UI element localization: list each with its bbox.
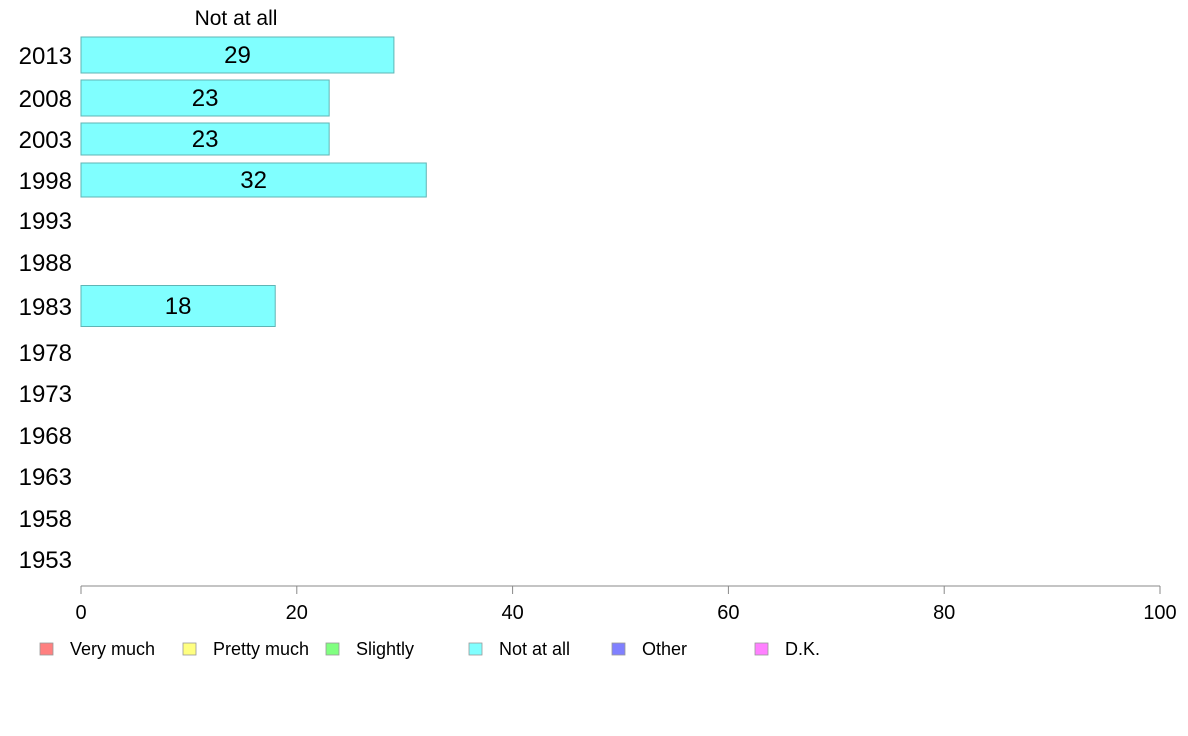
legend-label-slightly: Slightly xyxy=(356,639,414,659)
bar-value-label-2003: 23 xyxy=(192,126,219,153)
x-axis-ticks: 0 20 40 60 80 100 xyxy=(75,586,1177,624)
year-label-2008: 2008 xyxy=(19,86,72,113)
year-label-2003: 2003 xyxy=(19,127,72,154)
x-tick-label-100: 100 xyxy=(1143,602,1176,624)
x-tick-label-20: 20 xyxy=(286,602,308,624)
bar-2003 xyxy=(80,122,330,156)
year-label-1993: 1993 xyxy=(19,208,72,235)
legend-label-very-much: Very much xyxy=(70,639,155,659)
legend-swatch-other xyxy=(611,642,626,656)
column-header: Not at all xyxy=(195,7,278,30)
year-label-1958: 1958 xyxy=(19,506,72,533)
year-labels: 2013 2008 2003 1998 1993 1988 1983 1978 1973 1968… xyxy=(19,43,72,574)
bar-1998 xyxy=(80,162,427,198)
bar-2008 xyxy=(80,79,330,117)
year-label-1983: 1983 xyxy=(19,294,72,321)
year-label-1968: 1968 xyxy=(19,423,72,450)
year-label-1978: 1978 xyxy=(19,340,72,367)
legend-swatch-very-much xyxy=(39,642,54,656)
year-label-1953: 1953 xyxy=(19,547,72,574)
legend-swatch-not-at-all xyxy=(468,642,483,656)
legend-label-pretty-much: Pretty much xyxy=(213,639,309,659)
legend-swatch-pretty-much xyxy=(182,642,197,656)
year-label-1998: 1998 xyxy=(19,168,72,195)
bar-value-label-1998: 32 xyxy=(240,167,267,194)
year-label-1973: 1973 xyxy=(19,381,72,408)
legend-label-not-at-all: Not at all xyxy=(499,639,570,659)
legend-swatch-d-k xyxy=(754,642,769,656)
legend-swatch-slightly xyxy=(325,642,340,656)
legend-label-other: Other xyxy=(642,639,687,659)
x-tick-label-80: 80 xyxy=(933,602,955,624)
x-tick-label-60: 60 xyxy=(717,602,739,624)
bar-value-label-1983: 18 xyxy=(165,293,192,320)
legend-label-d-k: D.K. xyxy=(785,639,820,659)
x-tick-label-0: 0 xyxy=(75,602,86,624)
bar-value-label-2008: 23 xyxy=(192,85,219,112)
year-label-1963: 1963 xyxy=(19,464,72,491)
bar-value-label-2013: 29 xyxy=(224,42,251,69)
year-label-1988: 1988 xyxy=(19,250,72,277)
x-tick-label-40: 40 xyxy=(501,602,523,624)
bar-2013 xyxy=(80,36,395,74)
legend: Very much Pretty much Slightly Not at all Ot… xyxy=(39,639,820,659)
year-label-2013: 2013 xyxy=(19,43,72,70)
bar-1983 xyxy=(80,285,276,327)
